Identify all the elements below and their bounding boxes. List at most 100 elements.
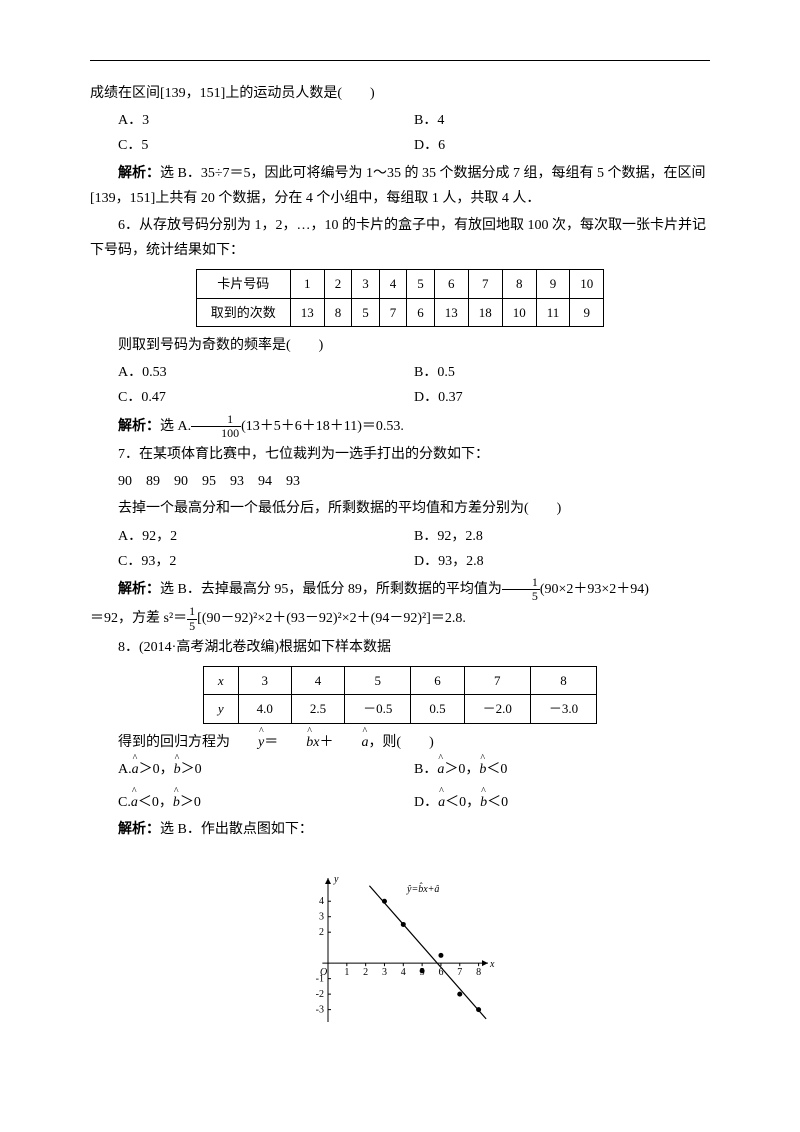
- q8-q-post: ，则( ): [368, 735, 433, 750]
- q7-stem: 7．在某项体育比赛中，七位裁判为一选手打出的分数如下：: [90, 442, 710, 467]
- cell: 9: [570, 298, 604, 326]
- q7-answer-line2: ＝92，方差 s²＝15[(90－92)²×2＋(93－92)²×2＋(94－9…: [90, 605, 710, 632]
- q8-table-y: y4.02.5－0.50.5－2.0－3.0: [203, 695, 596, 723]
- cell: －0.5: [345, 695, 411, 723]
- cell: 13: [434, 298, 468, 326]
- cell: 9: [536, 270, 570, 298]
- q7-opt-d: D．93，2.8: [414, 549, 710, 574]
- q8C-pre: C.: [118, 795, 131, 810]
- q8C-a: a: [131, 790, 138, 815]
- svg-text:2: 2: [363, 968, 368, 979]
- cell: 6: [434, 270, 468, 298]
- q8-options: A.a＞0，b＞0 B．a＞0，b＜0 C.a＜0，b＞0 D．a＜0，b＜0: [118, 757, 710, 815]
- cell: 4.0: [238, 695, 291, 723]
- q6-opt-a: A．0.53: [118, 360, 414, 385]
- q8C-b: b: [173, 790, 180, 815]
- cell: 4: [291, 666, 344, 694]
- q7-frac2-den: 5: [187, 620, 197, 633]
- q6-opt-c: C．0.47: [118, 385, 414, 410]
- svg-text:7: 7: [457, 968, 462, 979]
- svg-text:3: 3: [382, 968, 387, 979]
- q8A-m2: ＞0: [181, 762, 202, 777]
- svg-text:4: 4: [401, 968, 406, 979]
- q8D-pre: D．: [414, 795, 438, 810]
- q5-stem: 成绩在区间[139，151]上的运动员人数是( ): [90, 81, 710, 106]
- cell: 8: [530, 666, 596, 694]
- q5-options: A．3 B．4 C．5 D．6: [118, 108, 710, 158]
- svg-text:-3: -3: [316, 1005, 324, 1016]
- cell: 10: [502, 298, 536, 326]
- q8-question: 得到的回归方程为y＝bx＋a，则( ): [90, 730, 710, 755]
- cell: 13: [290, 298, 324, 326]
- q5-opt-c: C．5: [118, 133, 414, 158]
- cell: 取到的次数: [196, 298, 290, 326]
- hat-b: b: [278, 730, 313, 755]
- cell: 8: [324, 298, 352, 326]
- q7-opt-b: B．92，2.8: [414, 524, 710, 549]
- q8B-a: a: [437, 757, 444, 782]
- top-rule: [90, 60, 710, 61]
- q6-frac-num: 1: [191, 413, 241, 427]
- q6-table-header: 卡片号码12345678910: [196, 270, 604, 298]
- q8D-m2: ＜0: [487, 795, 508, 810]
- q7-answer-line1: 解析：选 B．去掉最高分 95，最低分 89，所剩数据的平均值为15(90×2＋…: [90, 576, 710, 603]
- cell: 5: [407, 270, 435, 298]
- q6-question: 则取到号码为奇数的频率是( ): [90, 333, 710, 358]
- cell: 6: [411, 666, 464, 694]
- q6-opt-b: B．0.5: [414, 360, 710, 385]
- cell: 7: [379, 298, 407, 326]
- q8C-m2: ＞0: [180, 795, 201, 810]
- cell: x: [203, 666, 238, 694]
- cell: 10: [570, 270, 604, 298]
- q8-opt-b: B．a＞0，b＜0: [414, 757, 710, 782]
- q8-stem-bold: 高考湖北卷改编: [176, 640, 274, 655]
- q6-ans-post: (13＋5＋6＋18＋11)＝0.53.: [241, 419, 404, 434]
- cell: y: [203, 695, 238, 723]
- q5-ans-text: 选 B．35÷7＝5，因此可将编号为 1～35 的 35 个数据分成 7 组，每…: [90, 166, 706, 206]
- scatter-svg: 12345678234-1-2-3Oyxŷ=b̂x+â: [300, 850, 500, 1040]
- cell: 1: [290, 270, 324, 298]
- cell: 11: [536, 298, 570, 326]
- svg-text:ŷ=b̂x+â: ŷ=b̂x+â: [406, 882, 439, 895]
- cell: 7: [464, 666, 530, 694]
- cell: 卡片号码: [196, 270, 290, 298]
- svg-text:8: 8: [476, 968, 481, 979]
- q8D-m1: ＜0，: [445, 795, 480, 810]
- cell: 7: [468, 270, 502, 298]
- q6-opt-d: D．0.37: [414, 385, 710, 410]
- svg-text:2: 2: [319, 928, 324, 939]
- q8-ans-text: 选 B．作出散点图如下：: [160, 822, 313, 837]
- q8-stem: 8．(2014·高考湖北卷改编)根据如下样本数据: [90, 635, 710, 660]
- q8-scatter-chart: 12345678234-1-2-3Oyxŷ=b̂x+â: [90, 850, 710, 1040]
- q8-table-x: x345678: [203, 666, 596, 694]
- svg-text:-2: -2: [316, 990, 324, 1001]
- cell: 8: [502, 270, 536, 298]
- cell: 4: [379, 270, 407, 298]
- q7-frac1-num: 1: [502, 576, 540, 590]
- svg-text:y: y: [333, 874, 339, 885]
- q8D-a: a: [438, 790, 445, 815]
- cell: 0.5: [411, 695, 464, 723]
- q6-options: A．0.53 B．0.5 C．0.47 D．0.37: [118, 360, 710, 410]
- q8A-a: a: [132, 757, 139, 782]
- q6-ans-pre: 选 A.: [160, 419, 191, 434]
- q6-table-row: 取到的次数138576131810119: [196, 298, 604, 326]
- q8-opt-d: D．a＜0，b＜0: [414, 790, 710, 815]
- q6-table: 卡片号码12345678910 取到的次数138576131810119: [196, 269, 605, 327]
- cell: －2.0: [464, 695, 530, 723]
- q7-line2-post: [(90－92)²×2＋(93－92)²×2＋(94－92)²]＝2.8.: [197, 611, 466, 626]
- q8D-b: b: [480, 790, 487, 815]
- q8-stem-pre: 8．(2014·: [118, 640, 176, 655]
- q5-opt-a: A．3: [118, 108, 414, 133]
- q8C-m1: ＜0，: [138, 795, 173, 810]
- q8-table: x345678 y4.02.5－0.50.5－2.0－3.0: [203, 666, 597, 724]
- q8A-b: b: [174, 757, 181, 782]
- q6-stem: 6．从存放号码分别为 1，2，…，10 的卡片的盒子中，有放回地取 100 次，…: [90, 213, 710, 263]
- q8B-m2: ＜0: [486, 762, 507, 777]
- q7-question: 去掉一个最高分和一个最低分后，所剩数据的平均值和方差分别为( ): [90, 496, 710, 521]
- q5-ans-label: 解析：: [118, 166, 160, 181]
- q8B-m1: ＞0，: [444, 762, 479, 777]
- q8-answer: 解析：选 B．作出散点图如下：: [90, 817, 710, 842]
- cell: 3: [352, 270, 380, 298]
- q7-ans-label: 解析：: [118, 582, 160, 597]
